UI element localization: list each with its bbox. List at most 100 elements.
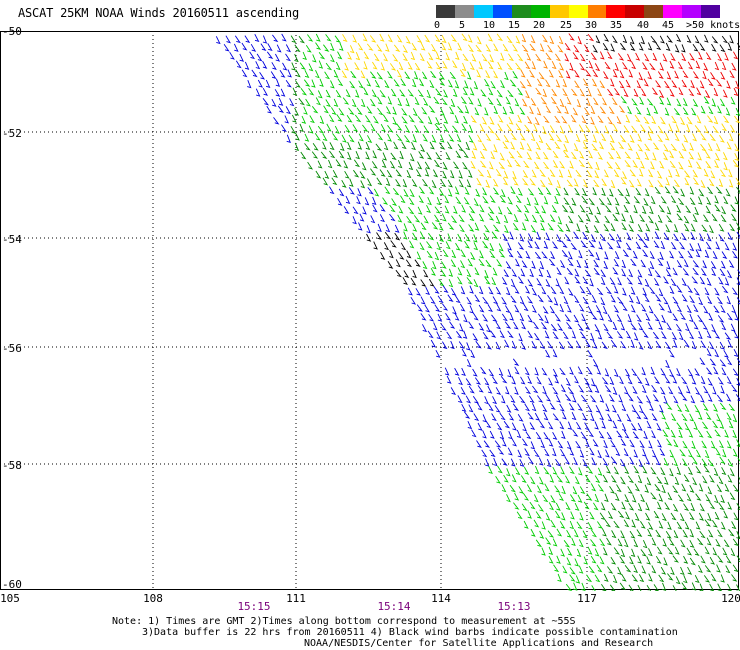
wind-barb [478, 61, 483, 70]
wind-barb [484, 224, 490, 233]
wind-barb [692, 169, 699, 178]
wind-barb [632, 386, 638, 395]
wind-barb [506, 207, 513, 215]
wind-barb [620, 322, 626, 331]
wind-barb [239, 53, 245, 62]
wind-barb [531, 169, 537, 178]
wind-barb [621, 222, 627, 231]
wind-barb [696, 449, 702, 458]
wind-barb [585, 438, 590, 448]
wind-barb [529, 178, 537, 186]
wind-barb [328, 114, 335, 123]
wind-barb [682, 529, 689, 538]
wind-barb [582, 78, 589, 87]
wind-barb [641, 303, 647, 312]
wind-barb [629, 179, 635, 188]
wind-barb [587, 33, 595, 42]
wind-barb [515, 204, 523, 213]
wind-barb [591, 585, 596, 591]
wind-barb [636, 80, 642, 89]
wind-barb [535, 539, 543, 548]
wind-barb [337, 197, 343, 206]
wind-barb [721, 61, 727, 71]
wind-barb [524, 205, 530, 213]
wind-barb [710, 440, 716, 449]
wind-barb [559, 161, 566, 169]
wind-barb [478, 258, 485, 267]
wind-barb [462, 330, 468, 339]
wind-barb [582, 231, 588, 240]
wind-barb [643, 198, 649, 207]
wind-barb [554, 485, 561, 493]
wind-barb [724, 332, 732, 340]
wind-barb [416, 35, 423, 43]
wind-barb [557, 216, 563, 225]
wind-barb [435, 117, 441, 126]
wind-barb [592, 187, 598, 196]
wind-barb [591, 294, 597, 304]
wind-barb [484, 78, 490, 87]
wind-barb [683, 575, 688, 584]
wind-barb [465, 378, 472, 386]
wind-barb [244, 61, 250, 70]
wind-barb [651, 449, 657, 458]
wind-barb [544, 483, 550, 492]
wind-barb [720, 574, 725, 583]
wind-barb [652, 87, 659, 96]
wind-barb [599, 312, 605, 321]
wind-barb [508, 116, 514, 125]
wind-barb [411, 179, 418, 187]
wind-barb [498, 243, 504, 252]
wind-barb [570, 114, 577, 123]
wind-barb [422, 71, 428, 80]
legend-label-45: 45 [662, 20, 675, 31]
wind-barb [634, 114, 641, 123]
wind-barb [605, 385, 612, 393]
wind-barb [565, 583, 573, 591]
wind-barb [521, 260, 528, 268]
wind-barb [673, 530, 679, 539]
wind-barb [481, 449, 488, 458]
wind-barb [570, 242, 578, 251]
wind-barb [660, 368, 666, 376]
wind-barb [382, 197, 389, 205]
wind-barb [600, 233, 607, 242]
wind-barb [631, 519, 636, 528]
wind-barb [655, 340, 662, 349]
wind-barb [594, 574, 601, 583]
wind-barb [620, 458, 626, 467]
wind-barb [736, 277, 740, 286]
legend-swatch [568, 5, 588, 18]
wind-barb [581, 115, 587, 124]
wind-barb [487, 385, 493, 394]
wind-barb [587, 349, 594, 358]
wind-barb [595, 161, 600, 171]
wind-barb [606, 197, 612, 206]
wind-barb [608, 151, 615, 160]
wind-barb [701, 458, 708, 467]
wind-barb [694, 125, 702, 133]
wind-barb [681, 393, 688, 402]
wind-barb [462, 87, 468, 96]
wind-barb [494, 133, 501, 141]
wind-barb [550, 96, 558, 105]
wind-barb [299, 123, 304, 132]
wind-barb [294, 142, 300, 151]
wind-barb [507, 90, 514, 98]
wind-barb [257, 79, 264, 88]
wind-barb [317, 90, 323, 99]
wind-barb [577, 366, 583, 375]
wind-barb [647, 98, 654, 106]
wind-barb [528, 395, 535, 404]
wind-barb [352, 124, 359, 132]
wind-barb [536, 107, 542, 116]
wind-barb [596, 206, 601, 215]
wind-barb [392, 106, 397, 115]
wind-barb [370, 215, 376, 224]
wind-barb [457, 233, 463, 242]
wind-barb [637, 143, 644, 152]
wind-barb [407, 287, 413, 296]
wind-barb [477, 134, 483, 143]
wind-barb [658, 493, 664, 502]
wind-barb [612, 214, 619, 222]
